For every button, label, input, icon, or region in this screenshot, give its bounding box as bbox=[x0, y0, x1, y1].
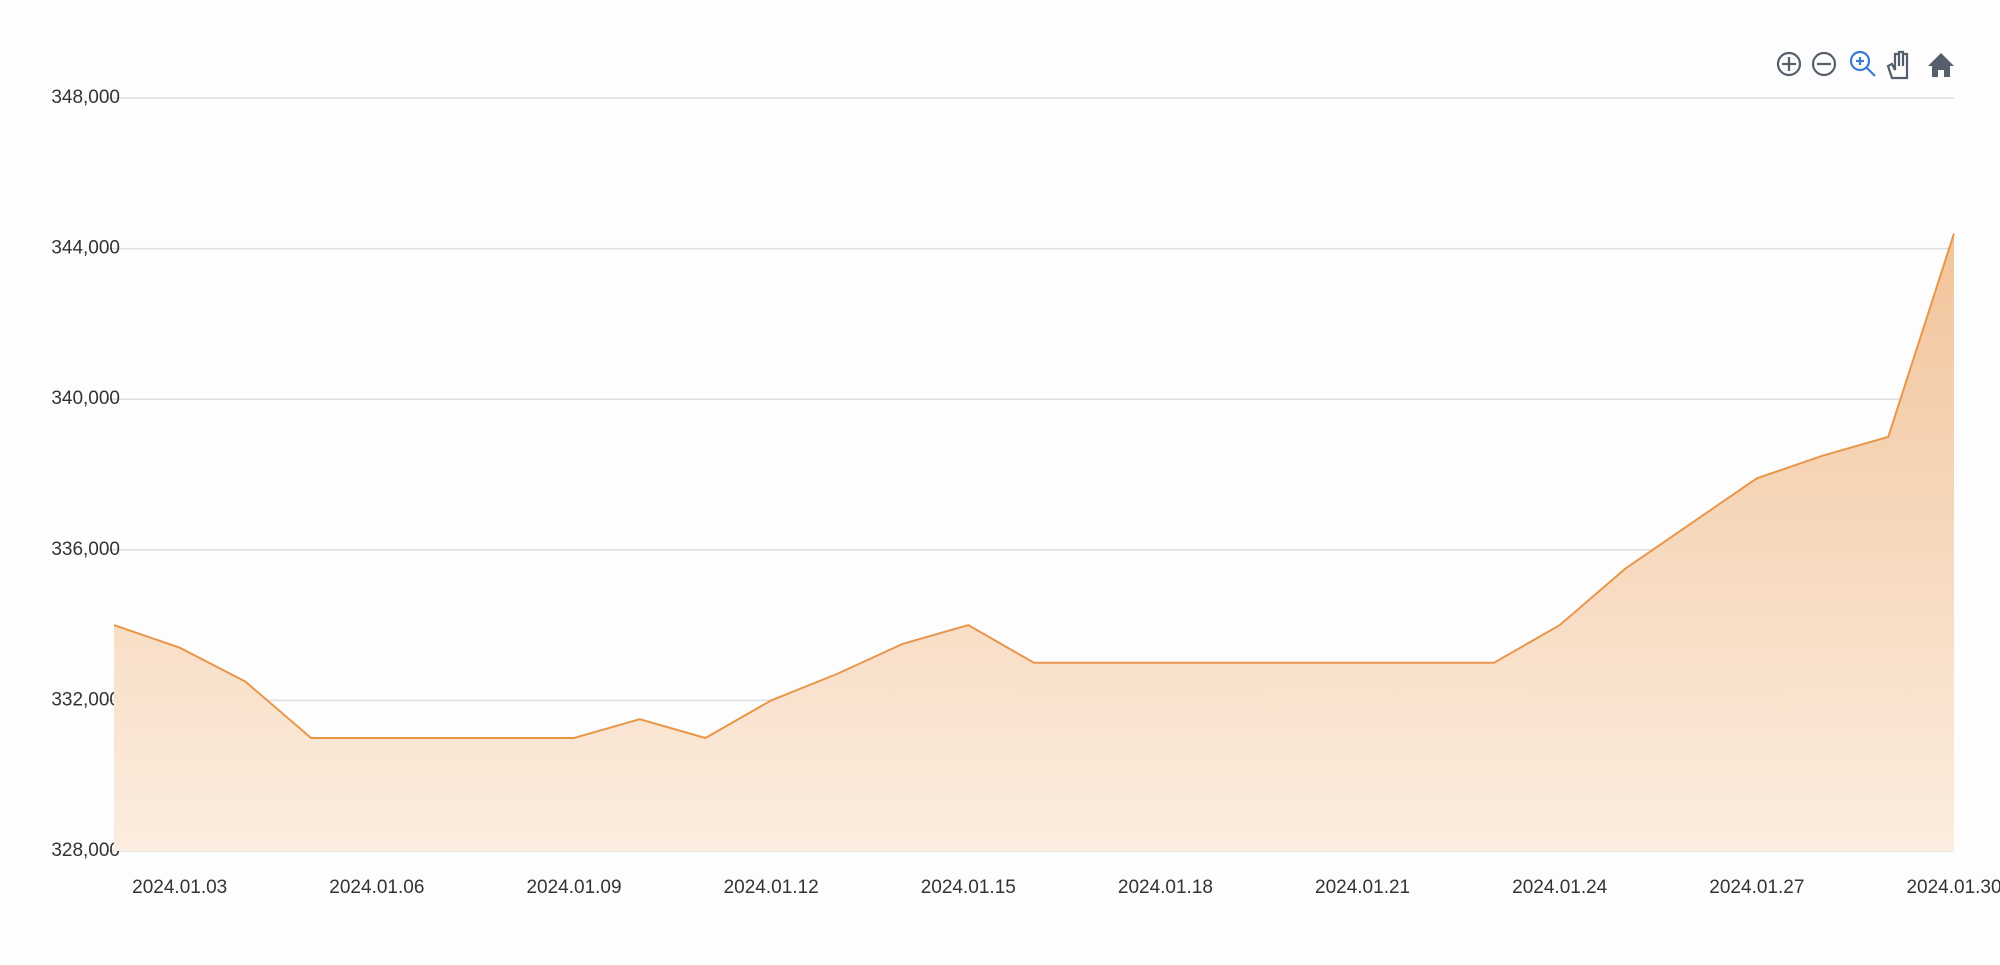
x-tick-label: 2024.01.24 bbox=[1512, 877, 1608, 898]
zoom-out-button[interactable] bbox=[1811, 51, 1837, 77]
y-tick-label: 328,000 bbox=[51, 840, 120, 861]
toolbar bbox=[1776, 50, 1954, 80]
y-tick-label: 332,000 bbox=[51, 689, 120, 710]
x-tick-label: 2024.01.27 bbox=[1709, 877, 1804, 898]
x-tick-label: 2024.01.09 bbox=[526, 877, 621, 898]
x-tick-label: 2024.01.18 bbox=[1118, 877, 1213, 898]
plot-area: 328,000 332,000 336,000 340,000 344,000 348,0… bbox=[51, 87, 2000, 898]
home-button[interactable] bbox=[1928, 53, 1954, 77]
x-tick-label: 2024.01.12 bbox=[724, 877, 819, 898]
y-tick-label: 336,000 bbox=[51, 539, 120, 560]
zoom-in-button[interactable] bbox=[1776, 51, 1802, 77]
x-tick-label: 2024.01.30 bbox=[1906, 877, 2000, 898]
x-tick-label: 2024.01.15 bbox=[921, 877, 1016, 898]
line bbox=[113, 233, 1955, 740]
y-tick-label: 340,000 bbox=[51, 388, 120, 409]
zoom-select-button[interactable] bbox=[1849, 50, 1876, 77]
y-tick-label: 344,000 bbox=[51, 238, 120, 259]
x-tick-label: 2024.01.06 bbox=[329, 877, 424, 898]
x-tick-label: 2024.01.21 bbox=[1315, 877, 1410, 898]
x-tick-label: 2024.01.03 bbox=[132, 877, 227, 898]
y-tick-label: 348,000 bbox=[51, 87, 120, 108]
pan-button[interactable] bbox=[1886, 50, 1909, 80]
area bbox=[114, 233, 1954, 851]
